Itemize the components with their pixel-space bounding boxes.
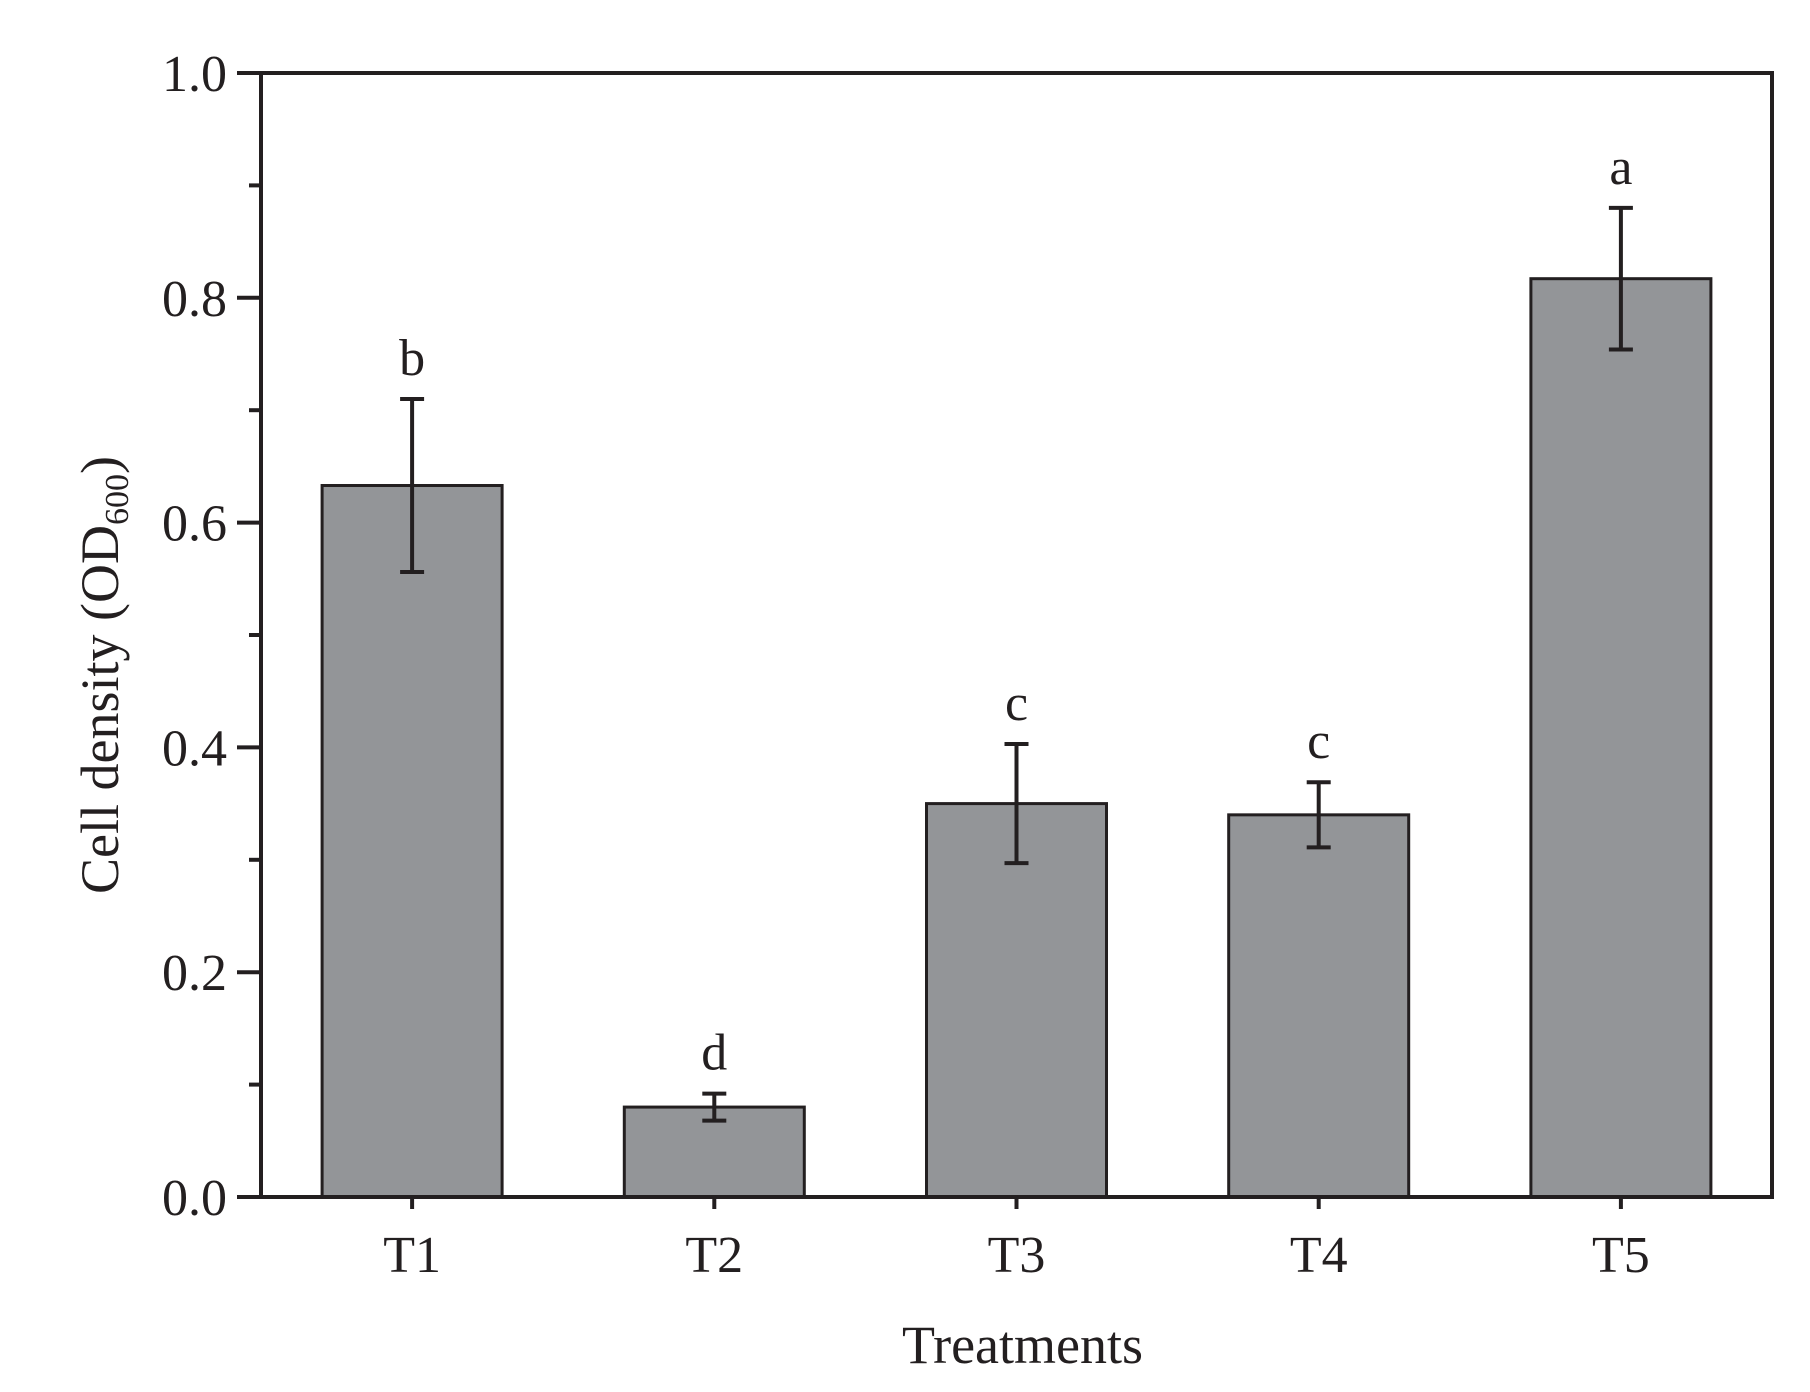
y-tick-label: 0.8 <box>162 271 227 328</box>
x-tick-label-T5: T5 <box>1592 1227 1650 1284</box>
x-axis-title: Treatments <box>902 1315 1143 1375</box>
y-tick-label: 0.0 <box>162 1170 227 1227</box>
x-tick-label-T1: T1 <box>383 1227 441 1284</box>
y-axis-title-subscript: 600 <box>99 474 136 525</box>
error-bar-T2 <box>702 1091 727 1123</box>
x-axis-ticks: T1 T2 T3 T4 T5 <box>383 1197 1650 1284</box>
y-tick-label: 1.0 <box>162 46 227 103</box>
bar-T1 <box>320 484 504 1199</box>
x-tick-label-T3: T3 <box>988 1227 1046 1284</box>
x-tick-label-T2: T2 <box>685 1227 743 1284</box>
error-bar-T1 <box>400 396 425 575</box>
error-bar-T3 <box>1004 742 1029 866</box>
y-axis-title-suffix: ) <box>70 456 130 474</box>
significance-letter-T1: b <box>399 330 425 387</box>
bar-T3 <box>925 802 1108 1199</box>
error-bars-group <box>400 205 1633 1123</box>
error-bar-T4 <box>1306 780 1331 850</box>
y-tick-label: 0.6 <box>162 496 227 553</box>
significance-letter-T4: c <box>1307 713 1330 770</box>
error-bar-T5 <box>1608 205 1633 352</box>
significance-letters-group: b d c c a <box>399 139 1632 1082</box>
bars-group <box>320 277 1713 1199</box>
y-axis-title-main: Cell density (OD <box>70 525 130 894</box>
significance-letter-T3: c <box>1005 675 1028 732</box>
y-tick-label: 0.4 <box>162 720 227 777</box>
bar-T5 <box>1529 277 1713 1199</box>
x-tick-label-T4: T4 <box>1290 1227 1348 1284</box>
y-tick-label: 0.2 <box>162 945 227 1002</box>
y-axis-title: Cell density (OD600) <box>70 456 136 894</box>
y-axis-ticks: 0.0 0.2 0.4 0.6 0.8 1.0 <box>162 46 261 1227</box>
significance-letter-T2: d <box>701 1025 727 1082</box>
bar-T4 <box>1227 813 1411 1199</box>
significance-letter-T5: a <box>1609 139 1632 196</box>
